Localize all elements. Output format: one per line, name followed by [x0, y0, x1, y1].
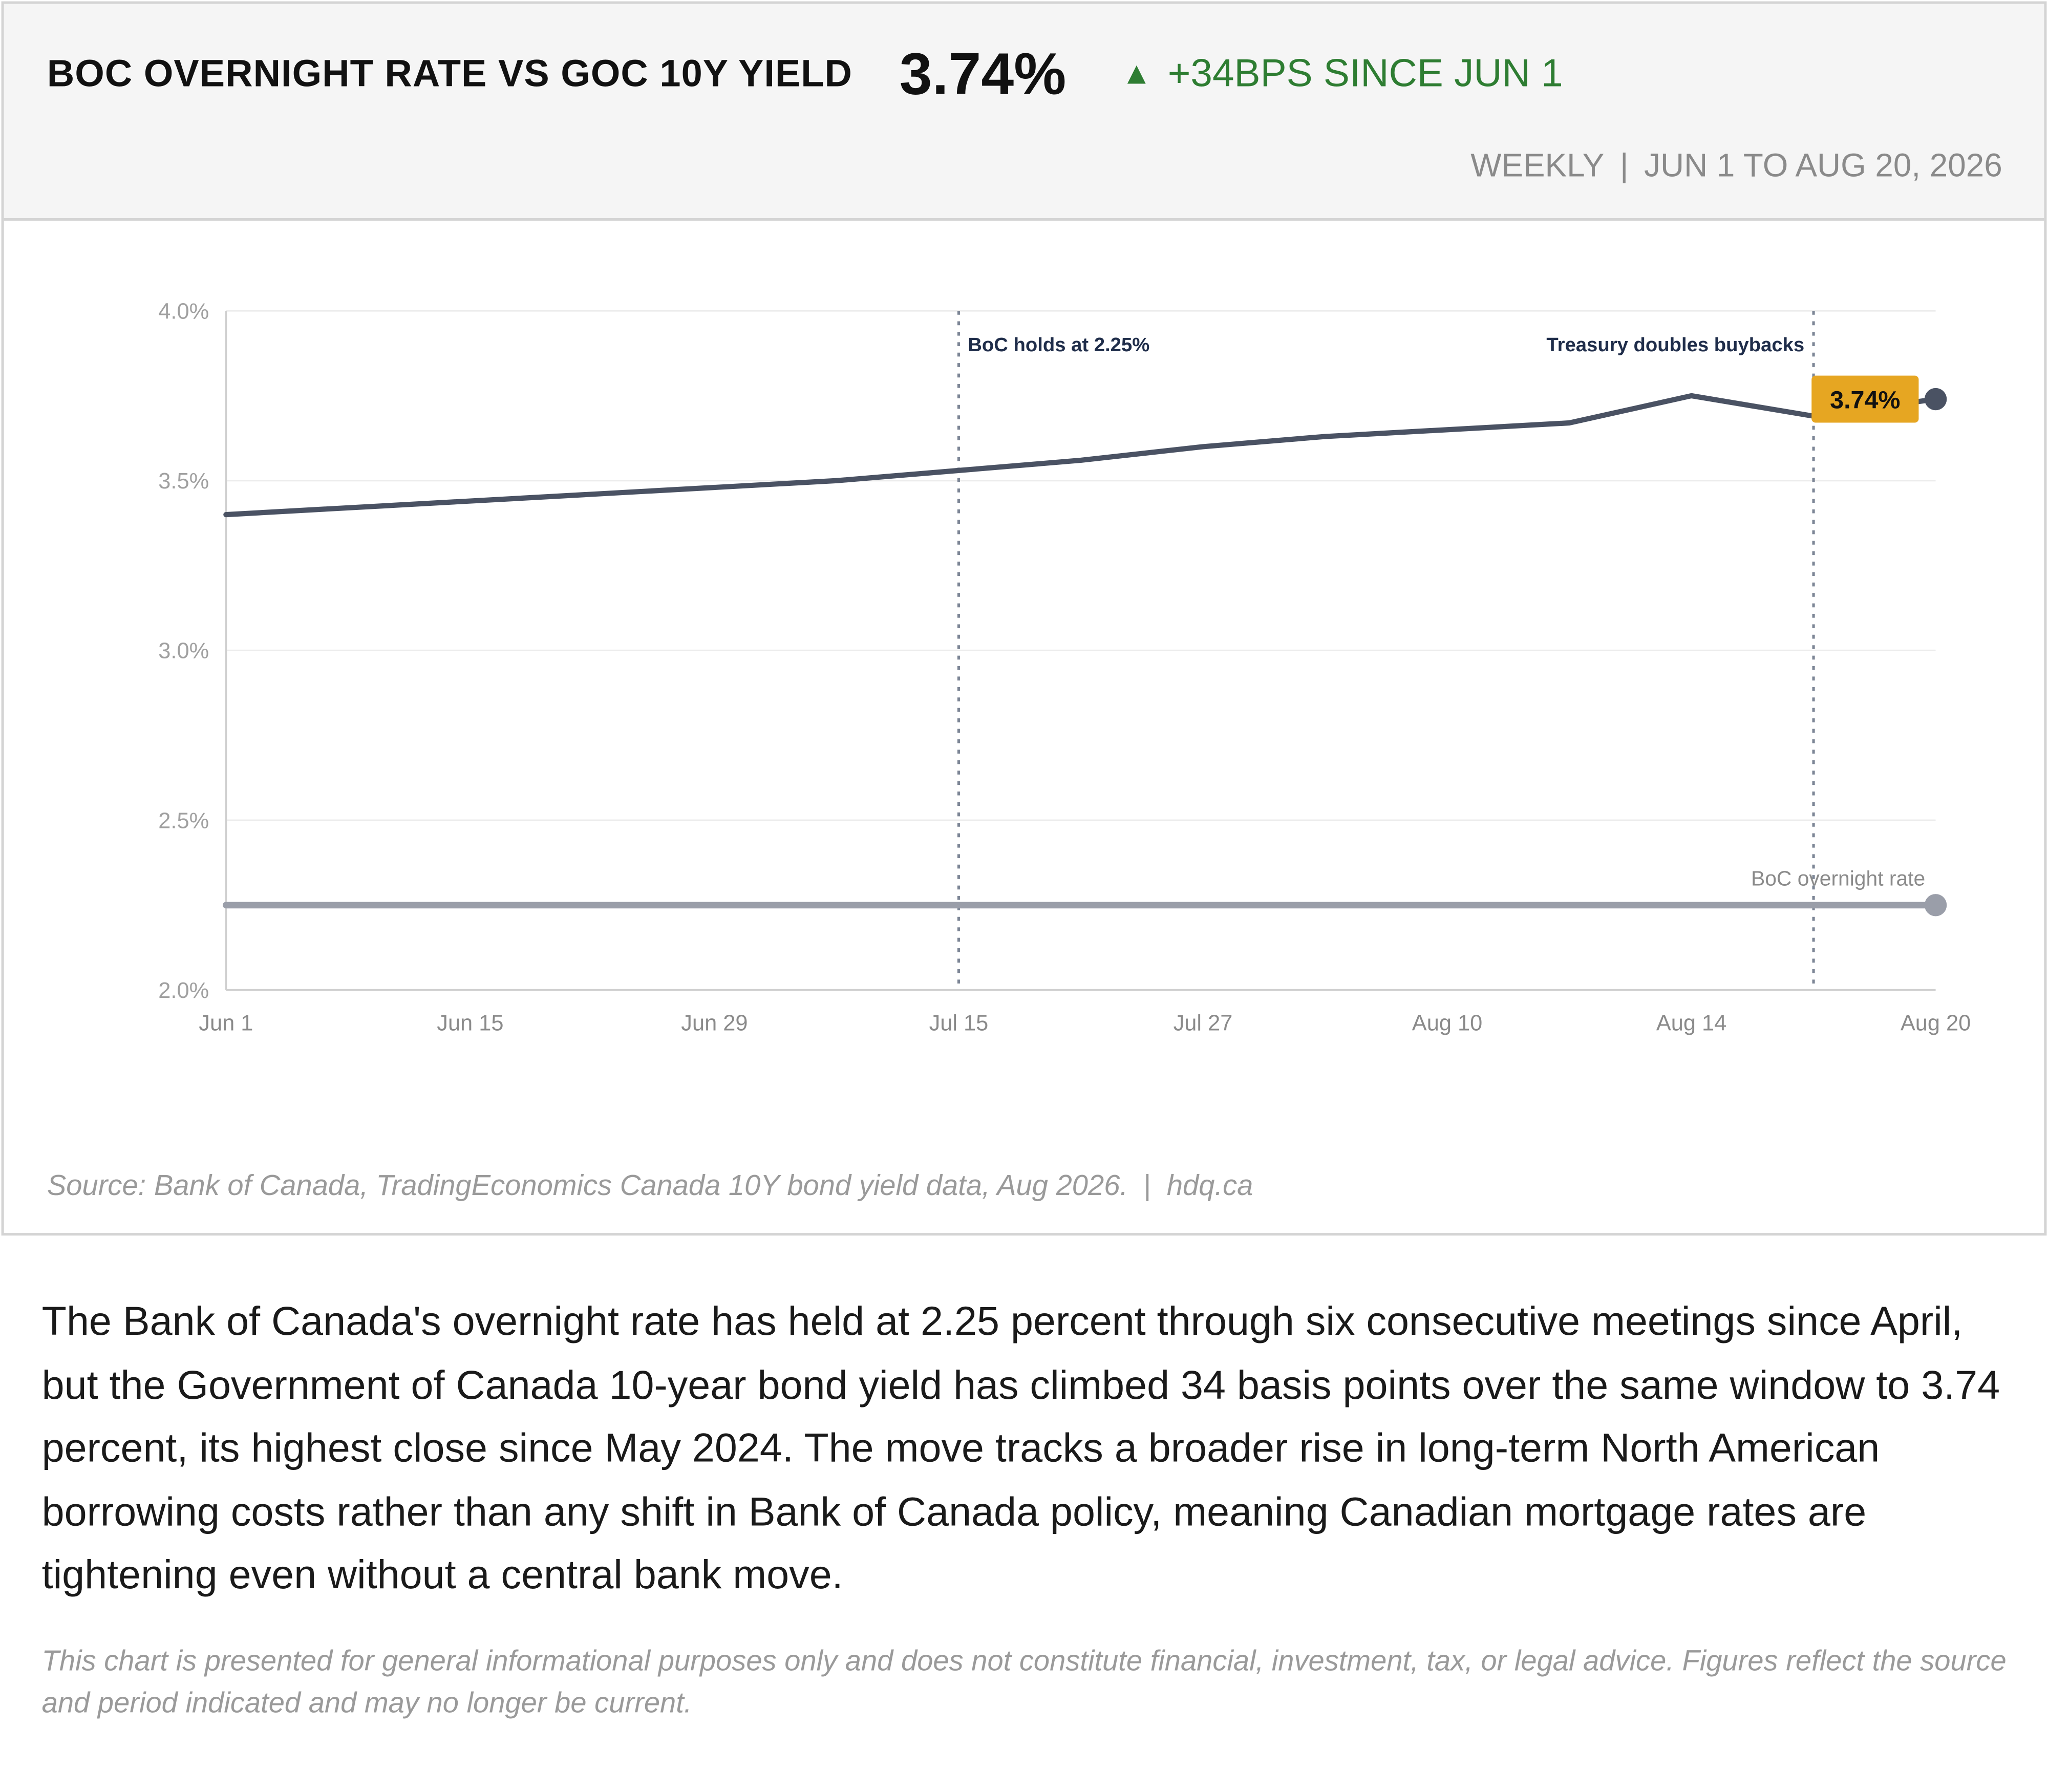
x-tick-label: Jul 15	[929, 1011, 989, 1036]
callout-box	[1811, 375, 1919, 423]
series-lines: BoC overnight rate	[222, 388, 1947, 916]
x-tick-label: Jun 1	[199, 1011, 253, 1036]
event-annotation-1: Treasury doubles buybacks	[1546, 334, 1804, 356]
period-info: WEEKLY | JUN 1 TO AUG 20, 2026	[1470, 147, 2002, 185]
headline-value: 3.74%	[899, 40, 1066, 108]
source-note: Source: Bank of Canada, TradingEconomics…	[47, 1169, 1253, 1203]
axes	[225, 311, 1936, 991]
article-body: The Bank of Canada's overnight rate has …	[41, 1298, 2000, 1597]
x-tick-label: Jul 27	[1174, 1011, 1233, 1036]
line-chart: BoC holds at 2.25% Treasury doubles buyba…	[158, 299, 1971, 1035]
x-tick-label: Aug 14	[1656, 1011, 1726, 1036]
y-tick-label: 3.5%	[158, 469, 209, 494]
disclaimer: This chart is presented for general info…	[41, 1644, 2007, 1719]
y-tick-label: 3.0%	[158, 639, 209, 664]
x-tick-label: Jun 29	[681, 1011, 748, 1036]
source-separator: |	[1143, 1169, 1151, 1202]
source-site: hdq.ca	[1166, 1169, 1253, 1202]
series-label-1: BoC overnight rate	[1751, 867, 1925, 890]
value-callout: 3.74%	[1811, 375, 1919, 423]
change-badge: ▲ +34BPS SINCE JUN 1	[1121, 52, 1563, 97]
callout-label: 3.74%	[1830, 386, 1900, 414]
period-separator: |	[1619, 147, 1629, 184]
date-range: JUN 1 TO AUG 20, 2026	[1644, 147, 2002, 184]
series-end-point-1	[1924, 894, 1947, 916]
chart-title: BOC OVERNIGHT RATE VS GOC 10Y YIELD	[47, 53, 852, 95]
x-tick-label: Aug 10	[1412, 1011, 1482, 1036]
y-tick-label: 2.0%	[158, 978, 209, 1003]
frequency-label: WEEKLY	[1470, 147, 1605, 184]
event-annotation-0: BoC holds at 2.25%	[968, 334, 1149, 356]
source-text: Source: Bank of Canada, TradingEconomics…	[47, 1169, 1128, 1202]
series-end-point-0	[1924, 388, 1947, 411]
x-tick-label: Aug 20	[1901, 1011, 1971, 1036]
up-arrow-icon: ▲	[1121, 56, 1153, 92]
series-line-0	[223, 393, 1938, 518]
title-row: BOC OVERNIGHT RATE VS GOC 10Y YIELD 3.74…	[47, 35, 1563, 114]
chart-card: BOC OVERNIGHT RATE VS GOC 10Y YIELD 3.74…	[1, 1, 2047, 1236]
x-tick-label: Jun 15	[437, 1011, 503, 1036]
grid-lines	[226, 310, 1936, 821]
annotations: BoC holds at 2.25% Treasury doubles buyba…	[957, 311, 1815, 990]
y-tick-label: 2.5%	[158, 808, 209, 833]
tick-labels: 4.0% 3.5% 3.0% 2.5% 2.0% Jun 1 Jun 15 Jun 29 Jul…	[158, 299, 1971, 1035]
chart-header: BOC OVERNIGHT RATE VS GOC 10Y YIELD 3.74…	[4, 4, 2044, 221]
change-text: +34BPS SINCE JUN 1	[1167, 52, 1563, 96]
y-tick-label: 4.0%	[158, 299, 209, 324]
